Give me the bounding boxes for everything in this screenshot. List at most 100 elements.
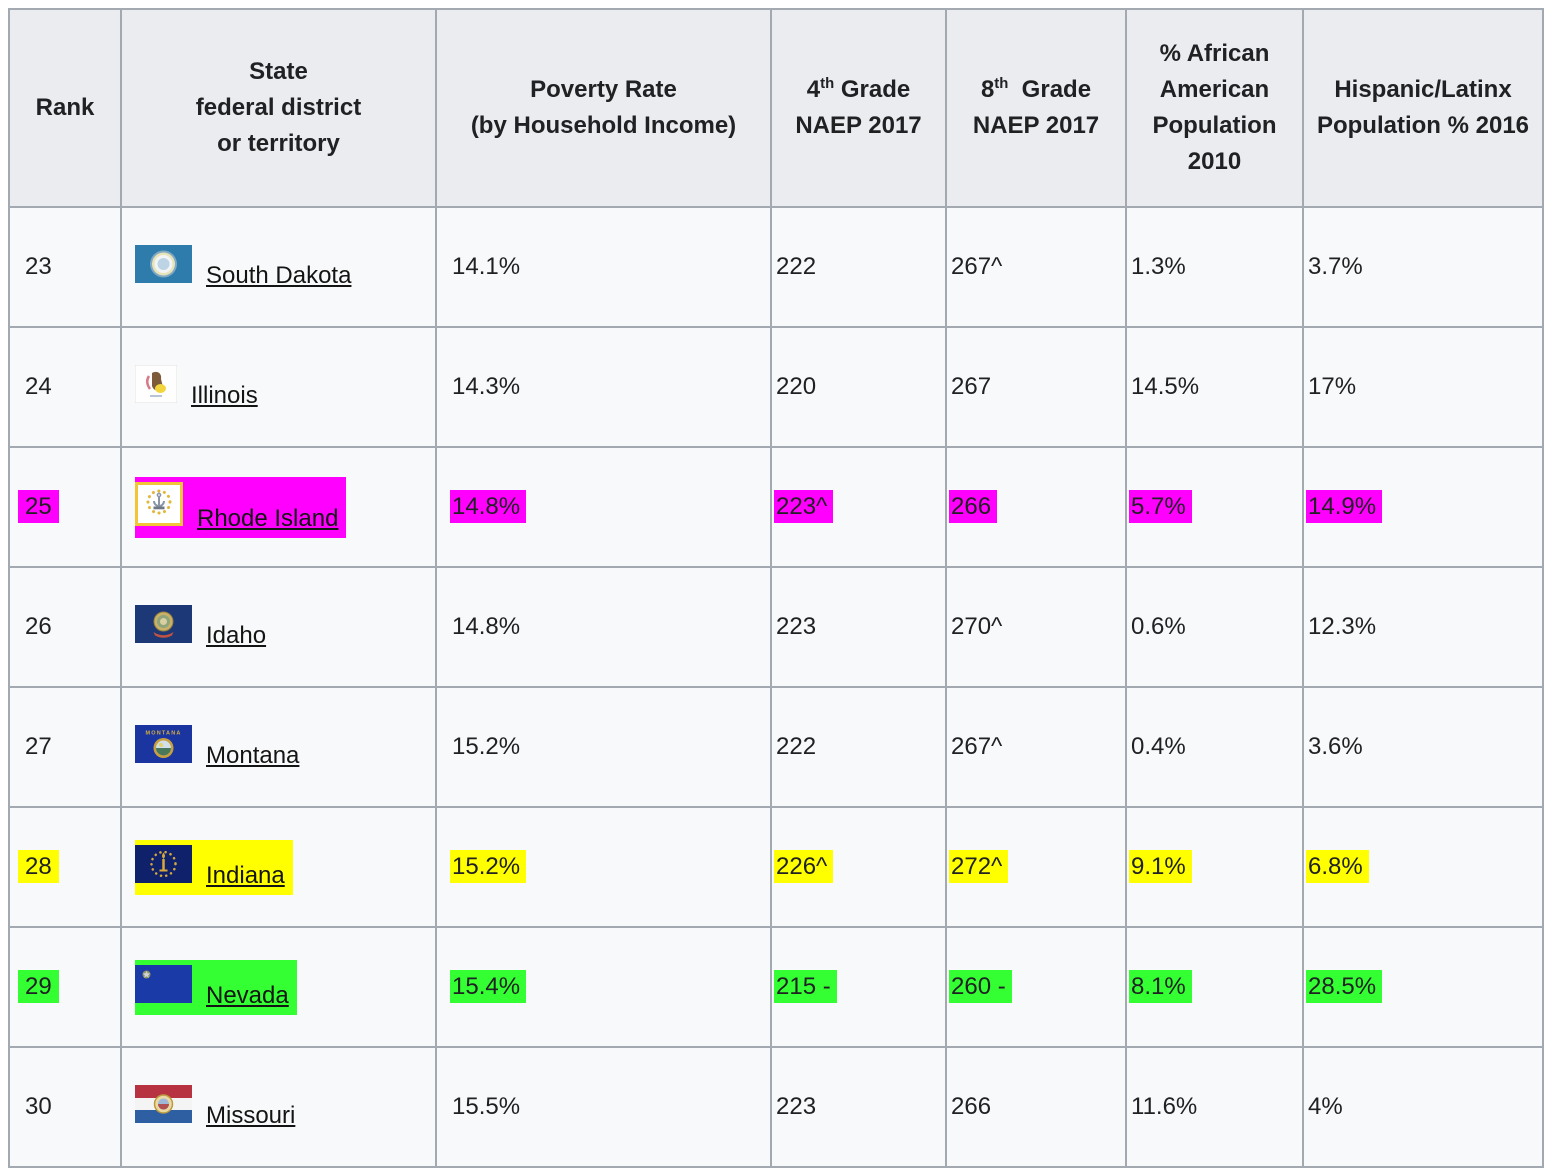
state-entry: Idaho: [135, 600, 274, 655]
state-cell: Illinois: [120, 326, 437, 448]
hispanic-cell: 17%: [1302, 326, 1544, 448]
naep4-cell: 220: [770, 326, 947, 448]
table-row: 28 Indiana 15.2% 226^ 272^ 9.1% 6.8%: [8, 806, 1544, 928]
hispanic-cell: 4%: [1302, 1046, 1544, 1168]
poverty-value: 15.2%: [452, 733, 521, 760]
hispanic-value: 28.5%: [1306, 970, 1383, 1003]
naep8-value: 267: [951, 373, 992, 400]
state-link-illinois[interactable]: Illinois: [191, 381, 258, 409]
state-link-nevada[interactable]: Nevada: [206, 981, 289, 1009]
state-cell: Idaho: [120, 566, 437, 688]
rank-cell: 23: [8, 206, 122, 328]
naep4-cell: 223: [770, 566, 947, 688]
naep8-cell: 260 -: [945, 926, 1127, 1048]
poverty-cell: 15.5%: [435, 1046, 772, 1168]
naep8-cell: 272^: [945, 806, 1127, 928]
header-line: Poverty Rate: [530, 76, 677, 103]
hispanic-cell: 14.9%: [1302, 446, 1544, 568]
indiana-flag-icon: [135, 844, 192, 883]
header-line: 2010: [1187, 148, 1242, 175]
naep8-cell: 266: [945, 1046, 1127, 1168]
naep4-cell: 222: [770, 686, 947, 808]
illinois-flag-icon: [134, 364, 178, 403]
header-label: Rank: [35, 94, 95, 121]
poverty-cell: 15.2%: [435, 806, 772, 928]
state-entry: Illinois: [134, 360, 266, 415]
idaho-flag-icon: [135, 604, 192, 643]
poverty-value: 14.8%: [452, 613, 521, 640]
state-link-indiana[interactable]: Indiana: [206, 861, 285, 889]
state-cell: Nevada: [120, 926, 437, 1048]
african-american-cell: 11.6%: [1125, 1046, 1304, 1168]
column-header-hispanic-latinx: Hispanic/Latinx Population % 2016: [1302, 8, 1544, 208]
african-american-cell: 8.1%: [1125, 926, 1304, 1048]
header-line: Hispanic/Latinx: [1334, 76, 1512, 103]
grade-word: Grade: [840, 76, 911, 103]
rank-value: 24: [25, 373, 52, 400]
rank-value: 27: [25, 733, 52, 760]
african-american-cell: 5.7%: [1125, 446, 1304, 568]
table-row: 27 MONTANA Montana 15.2% 222 267^ 0.4% 3.…: [8, 686, 1544, 808]
state-link-south-dakota[interactable]: South Dakota: [206, 261, 352, 289]
naep4-cell: 223^: [770, 446, 947, 568]
header-line: federal district: [195, 94, 362, 121]
table-row: 24 Illinois 14.3% 220 267 14.5% 17%: [8, 326, 1544, 448]
poverty-cell: 15.2%: [435, 686, 772, 808]
hispanic-value: 12.3%: [1308, 613, 1377, 640]
poverty-cell: 14.8%: [435, 566, 772, 688]
rank-cell: 26: [8, 566, 122, 688]
naep8-value: 272^: [949, 850, 1009, 883]
state-link-idaho[interactable]: Idaho: [206, 621, 267, 649]
column-header-african-american: % African American Population 2010: [1125, 8, 1304, 208]
table-body: 23 South Dakota 14.1% 222 267^ 1.3% 3.7%…: [8, 206, 1544, 1168]
naep4-value: 215 -: [774, 970, 837, 1003]
african-american-cell: 9.1%: [1125, 806, 1304, 928]
naep4-value: 220: [776, 373, 817, 400]
header-line: or territory: [217, 130, 340, 157]
header-line: American: [1159, 76, 1270, 103]
naep4-value: 223: [776, 613, 817, 640]
african-american-cell: 14.5%: [1125, 326, 1304, 448]
table-row: 29 Nevada 15.4% 215 - 260 - 8.1% 28.5%: [8, 926, 1544, 1048]
state-entry: MONTANA Montana: [135, 720, 307, 775]
naep8-cell: 266: [945, 446, 1127, 568]
naep4-cell: 226^: [770, 806, 947, 928]
table-row: 30 Missouri 15.5% 223 266 11.6% 4%: [8, 1046, 1544, 1168]
rhode-island-flag-icon: [135, 481, 183, 526]
naep4-value: 223^: [774, 490, 834, 523]
state-entry: Rhode Island: [135, 476, 347, 538]
hispanic-cell: 28.5%: [1302, 926, 1544, 1048]
column-header-poverty-rate: Poverty Rate (by Household Income): [435, 8, 772, 208]
african-american-value: 9.1%: [1129, 850, 1192, 883]
hispanic-value: 14.9%: [1306, 490, 1383, 523]
state-entry: South Dakota: [135, 240, 359, 295]
state-link-montana[interactable]: Montana: [206, 741, 300, 769]
state-link-missouri[interactable]: Missouri: [206, 1101, 296, 1129]
naep4-cell: 222: [770, 206, 947, 328]
south-dakota-flag-icon: [135, 244, 192, 283]
hispanic-cell: 6.8%: [1302, 806, 1544, 928]
header-line: Population: [1152, 112, 1277, 139]
african-american-value: 11.6%: [1131, 1093, 1198, 1120]
african-american-cell: 0.4%: [1125, 686, 1304, 808]
table-row: 23 South Dakota 14.1% 222 267^ 1.3% 3.7%: [8, 206, 1544, 328]
column-header-4th-grade-naep: 4th Grade NAEP 2017: [770, 8, 947, 208]
poverty-value: 14.8%: [450, 490, 527, 523]
montana-flag-icon: MONTANA: [135, 724, 192, 763]
poverty-cell: 14.8%: [435, 446, 772, 568]
state-link-rhode-island[interactable]: Rhode Island: [197, 504, 339, 532]
svg-text:MONTANA: MONTANA: [145, 730, 181, 736]
african-american-value: 8.1%: [1129, 970, 1192, 1003]
naep4-value: 222: [776, 733, 817, 760]
ordinal-suffix: th: [994, 76, 1009, 92]
naep8-cell: 267: [945, 326, 1127, 448]
grade-number: 8: [980, 76, 995, 103]
state-cell: Rhode Island: [120, 446, 437, 568]
column-header-state: State federal district or territory: [120, 8, 437, 208]
african-american-value: 0.6%: [1131, 613, 1186, 640]
column-header-8th-grade-naep: 8th Grade NAEP 2017: [945, 8, 1127, 208]
hispanic-value: 6.8%: [1306, 850, 1369, 883]
header-line: Population % 2016: [1316, 112, 1530, 139]
hispanic-cell: 3.6%: [1302, 686, 1544, 808]
grade-word: Grade: [1015, 76, 1092, 103]
